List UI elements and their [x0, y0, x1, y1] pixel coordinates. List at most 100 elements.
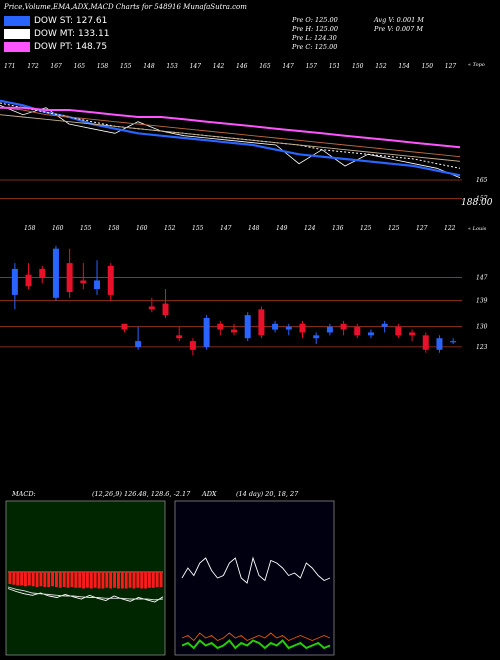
- legend-swatch-dow-st: [4, 16, 30, 26]
- adx-line-minus_di: [181, 639, 331, 650]
- macd-readout: (12,26,9) 126.48, 128.6, -2.17: [92, 490, 191, 498]
- candle-body: [354, 326, 361, 336]
- candle-body: [217, 323, 224, 330]
- adx-plot: [181, 556, 331, 650]
- candle-top-label: 149: [276, 225, 288, 232]
- candle-body: [340, 323, 347, 330]
- legend-swatch-dow-pt: [4, 42, 30, 52]
- macd-histogram-bar: [140, 572, 144, 589]
- candle-top-label: 122: [444, 225, 456, 232]
- candle-panel-right-tag: « Louis: [468, 226, 487, 232]
- macd-histogram-bar: [35, 572, 39, 587]
- candle-body: [203, 318, 210, 347]
- macd-histogram-bar: [39, 572, 43, 587]
- candle-body: [367, 332, 374, 336]
- candle-body: [107, 266, 114, 295]
- candle-guide-label: 123: [476, 344, 488, 351]
- adx-label: ADX: [201, 490, 217, 498]
- candle-top-label: 127: [416, 225, 428, 232]
- price-top-label: 158: [97, 63, 109, 70]
- candle-panel-top-labels: 158 160 155 158 160 152 155 147 148 149 124 136 125 1…: [24, 225, 456, 232]
- candle-body: [450, 341, 457, 343]
- price-top-label: 154: [398, 63, 410, 70]
- price-panel-right-tag: « Topo: [468, 62, 485, 68]
- candle-body: [176, 335, 183, 339]
- candle-top-label: 136: [332, 225, 344, 232]
- ema-line-ema_fast: [0, 99, 461, 177]
- adx-line-plus_di: [181, 632, 331, 642]
- macd-histogram-bar: [151, 572, 155, 588]
- macd-histogram-bar: [109, 572, 113, 589]
- macd-histogram-bar: [117, 572, 120, 589]
- price-top-label: 153: [166, 63, 178, 70]
- price-top-label: 151: [329, 63, 340, 70]
- candles: [11, 245, 457, 356]
- legend-label-dow-st: DOW ST: 127.61: [34, 16, 108, 26]
- macd-histogram-bar: [120, 572, 124, 589]
- candle-body: [244, 315, 251, 339]
- candle-body: [25, 274, 32, 287]
- legend-label-dow-pt: DOW PT: 148.75: [34, 42, 108, 52]
- candle-body: [326, 326, 333, 333]
- price-panel-top-labels: 171 172 167 165 158 155 148 153 147 142 146 165 147 1…: [4, 63, 456, 70]
- quote-low: Pre L: 124.30: [292, 34, 337, 42]
- candle-body: [162, 303, 169, 316]
- macd-histogram-bar: [93, 572, 97, 588]
- candle-body: [436, 338, 443, 350]
- macd-histogram-bar: [12, 572, 16, 585]
- price-guide-label: 165: [476, 177, 488, 184]
- quote-avg-volume: Avg V: 0.001 M: [374, 16, 424, 24]
- candle-body: [121, 323, 128, 330]
- candle-top-label: 158: [24, 225, 36, 232]
- candle-guide-label: 130: [476, 324, 488, 331]
- candle-top-label: 125: [388, 225, 400, 232]
- candle-top-label: 160: [52, 225, 64, 232]
- macd-histogram-bar: [16, 572, 20, 586]
- price-top-label: 146: [236, 63, 248, 70]
- quote-close: Pre C: 125.00: [292, 43, 338, 51]
- macd-histogram-bar: [70, 572, 74, 587]
- price-top-label: 142: [213, 63, 225, 70]
- quote-volume: Avg V: 0.001 M Pre V: 0.007 M: [374, 16, 424, 34]
- candle-top-label: 158: [108, 225, 120, 232]
- price-panel-value-tag: 188.00: [461, 198, 493, 208]
- ema-line-ema_long2: [0, 114, 461, 162]
- candle-top-label: 155: [192, 225, 204, 232]
- macd-histogram-bar: [66, 572, 70, 588]
- quote-high: Pre H: 125.00: [292, 25, 339, 33]
- macd-histogram-bar: [97, 572, 101, 589]
- quote-ohlc: Pre O: 125.00 Pre H: 125.00 Pre L: 124.3…: [292, 16, 338, 52]
- macd-histogram-bar: [89, 572, 93, 589]
- quote-pre-volume: Pre V: 0.007 M: [374, 25, 424, 33]
- macd-histogram-bar: [82, 572, 85, 589]
- adx-readout: (14 day) 20, 18, 27: [236, 490, 299, 498]
- ema-line-ema_mid: [0, 102, 461, 169]
- legend-label-dow-mt: DOW MT: 133.11: [34, 29, 110, 39]
- candle-body: [52, 248, 59, 298]
- candle-body: [80, 280, 87, 284]
- candle-panel-guides: 147 139 130 123: [0, 275, 488, 351]
- price-top-label: 155: [120, 63, 132, 70]
- macd-histogram-bar: [155, 572, 159, 587]
- ema-line-price: [0, 104, 461, 179]
- macd-histogram-bar: [31, 572, 35, 587]
- price-top-label: 148: [143, 63, 155, 70]
- ema-line-ema_slow: [0, 106, 461, 149]
- macd-histogram-bar: [148, 572, 151, 588]
- macd-histogram-bar: [20, 572, 23, 586]
- price-top-label: 152: [375, 63, 387, 70]
- ema-lines: [0, 99, 461, 179]
- macd-histogram-bar: [144, 572, 147, 589]
- price-top-label: 127: [445, 63, 457, 70]
- legend-item-dow-mt: DOW MT: 133.11: [4, 29, 109, 39]
- adx-line-dx: [181, 556, 331, 584]
- candle-top-label: 155: [80, 225, 92, 232]
- macd-histogram-bar: [47, 572, 51, 587]
- candle-top-label: 152: [164, 225, 176, 232]
- ema-line-ema_long1: [0, 107, 461, 158]
- candle-body: [135, 341, 142, 347]
- macd-histogram-bar: [43, 572, 47, 587]
- macd-histogram-bar: [27, 572, 31, 586]
- macd-histogram-bar: [51, 572, 54, 587]
